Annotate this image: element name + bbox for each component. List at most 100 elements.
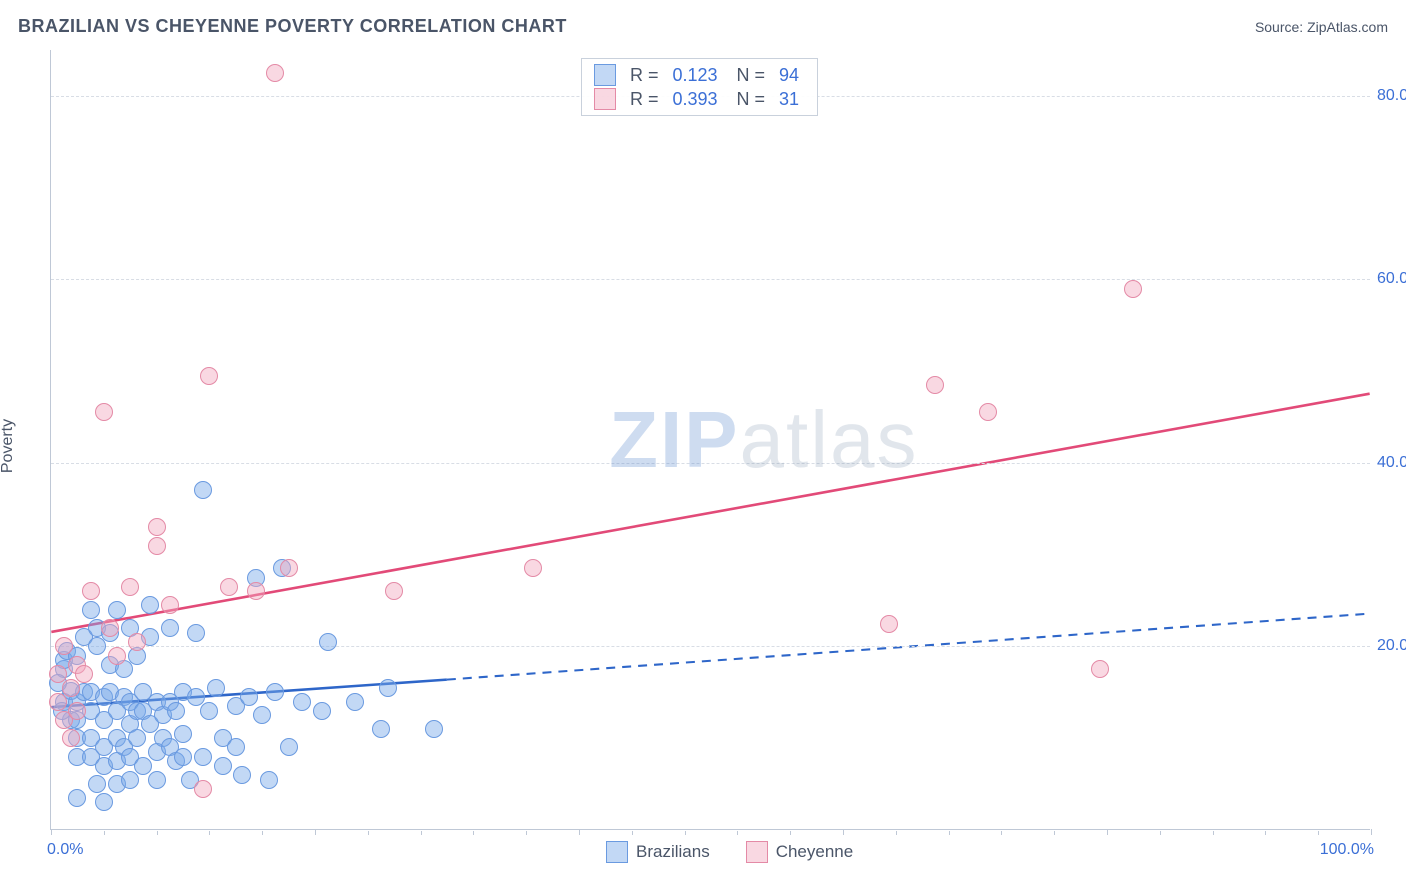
scatter-point-b — [1091, 660, 1109, 678]
y-tick-label: 60.0% — [1377, 270, 1406, 288]
gridline-horizontal — [51, 279, 1370, 280]
scatter-point-a — [372, 720, 390, 738]
x-tick-minor — [209, 831, 210, 835]
legend-swatch — [746, 841, 768, 863]
watermark: ZIPatlas — [609, 394, 918, 486]
scatter-point-a — [167, 702, 185, 720]
title-bar: BRAZILIAN VS CHEYENNE POVERTY CORRELATIO… — [18, 16, 1388, 37]
scatter-point-b — [55, 637, 73, 655]
stat-label-r: R = — [630, 89, 659, 110]
scatter-point-b — [148, 518, 166, 536]
x-tick-minor — [1318, 831, 1319, 835]
y-axis-label: Poverty — [0, 419, 17, 473]
stats-legend: R =0.123N =94R =0.393N =31 — [581, 58, 818, 116]
scatter-point-b — [880, 615, 898, 633]
scatter-point-b — [82, 582, 100, 600]
scatter-point-b — [121, 578, 139, 596]
scatter-point-a — [346, 693, 364, 711]
scatter-point-b — [220, 578, 238, 596]
scatter-point-b — [68, 702, 86, 720]
x-tick-minor — [526, 831, 527, 835]
legend-label: Brazilians — [636, 842, 710, 862]
scatter-point-a — [260, 771, 278, 789]
x-tick-major — [315, 829, 316, 835]
scatter-point-a — [187, 624, 205, 642]
scatter-point-a — [141, 596, 159, 614]
legend-swatch — [606, 841, 628, 863]
stat-value-r: 0.123 — [673, 65, 723, 86]
scatter-point-a — [194, 481, 212, 499]
x-tick-minor — [1213, 831, 1214, 835]
scatter-point-a — [240, 688, 258, 706]
scatter-point-a — [88, 775, 106, 793]
x-tick-minor — [104, 831, 105, 835]
scatter-point-b — [161, 596, 179, 614]
series-legend: Brazilians Cheyenne — [606, 841, 853, 863]
scatter-point-a — [82, 601, 100, 619]
x-tick-major — [843, 829, 844, 835]
x-tick-major — [1371, 829, 1372, 835]
x-tick-minor — [685, 831, 686, 835]
trend-lines-layer — [51, 50, 1370, 829]
scatter-point-b — [101, 619, 119, 637]
x-tick-minor — [790, 831, 791, 835]
scatter-point-a — [280, 738, 298, 756]
scatter-point-a — [266, 683, 284, 701]
scatter-point-b — [979, 403, 997, 421]
scatter-point-a — [233, 766, 251, 784]
scatter-point-b — [200, 367, 218, 385]
x-axis-min-label: 0.0% — [47, 841, 83, 859]
scatter-point-a — [293, 693, 311, 711]
scatter-point-a — [379, 679, 397, 697]
stats-row-a: R = 0.123 N = 94 — [590, 63, 809, 87]
scatter-point-a — [253, 706, 271, 724]
stat-value-r: 0.393 — [673, 89, 723, 110]
y-tick-label: 20.0% — [1377, 637, 1406, 655]
x-tick-minor — [632, 831, 633, 835]
gridline-horizontal — [51, 463, 1370, 464]
stat-label-r: R = — [630, 65, 659, 86]
scatter-point-b — [524, 559, 542, 577]
scatter-point-b — [75, 665, 93, 683]
legend-item-a: Brazilians — [606, 841, 710, 863]
x-axis-max-label: 100.0% — [1320, 841, 1374, 859]
scatter-point-b — [128, 633, 146, 651]
scatter-point-b — [194, 780, 212, 798]
x-tick-minor — [262, 831, 263, 835]
legend-swatch — [594, 88, 616, 110]
scatter-point-a — [214, 757, 232, 775]
scatter-point-a — [68, 789, 86, 807]
scatter-point-a — [148, 771, 166, 789]
stats-row-b: R =0.393N =31 — [590, 87, 809, 111]
scatter-point-a — [319, 633, 337, 651]
x-tick-minor — [737, 831, 738, 835]
scatter-point-a — [174, 725, 192, 743]
scatter-point-b — [926, 376, 944, 394]
source-prefix: Source: — [1255, 19, 1307, 35]
scatter-point-b — [385, 582, 403, 600]
scatter-point-b — [1124, 280, 1142, 298]
scatter-point-a — [313, 702, 331, 720]
x-tick-minor — [157, 831, 158, 835]
chart-title: BRAZILIAN VS CHEYENNE POVERTY CORRELATIO… — [18, 16, 567, 37]
scatter-point-a — [121, 771, 139, 789]
stat-label-n: N = — [737, 65, 766, 86]
scatter-point-a — [227, 738, 245, 756]
x-tick-major — [51, 829, 52, 835]
stat-value-n: 94 — [779, 65, 805, 86]
scatter-point-b — [247, 582, 265, 600]
scatter-point-a — [174, 748, 192, 766]
x-tick-minor — [896, 831, 897, 835]
scatter-point-a — [95, 793, 113, 811]
x-tick-minor — [1001, 831, 1002, 835]
scatter-point-a — [200, 702, 218, 720]
source-name: ZipAtlas.com — [1307, 19, 1388, 35]
legend-label: Cheyenne — [776, 842, 854, 862]
gridline-horizontal — [51, 646, 1370, 647]
plot-area: 20.0%40.0%60.0%80.0%0.0%100.0%ZIPatlasR … — [50, 50, 1370, 830]
source-attribution: Source: ZipAtlas.com — [1255, 19, 1388, 35]
scatter-point-b — [95, 403, 113, 421]
scatter-point-b — [49, 693, 67, 711]
scatter-point-a — [128, 729, 146, 747]
y-tick-label: 80.0% — [1377, 87, 1406, 105]
